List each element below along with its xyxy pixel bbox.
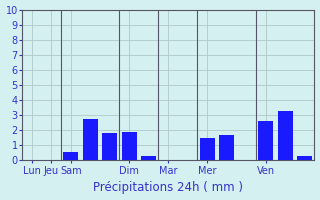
Bar (200, 138, 214, 160)
Bar (297, 156, 312, 160)
Bar (63, 152, 78, 160)
Bar (278, 111, 292, 160)
X-axis label: Précipitations 24h ( mm ): Précipitations 24h ( mm ) (93, 181, 243, 194)
Bar (122, 132, 137, 160)
Bar (141, 156, 156, 160)
Bar (220, 135, 234, 160)
Bar (258, 121, 273, 160)
Bar (102, 133, 117, 160)
Bar (83, 119, 98, 160)
